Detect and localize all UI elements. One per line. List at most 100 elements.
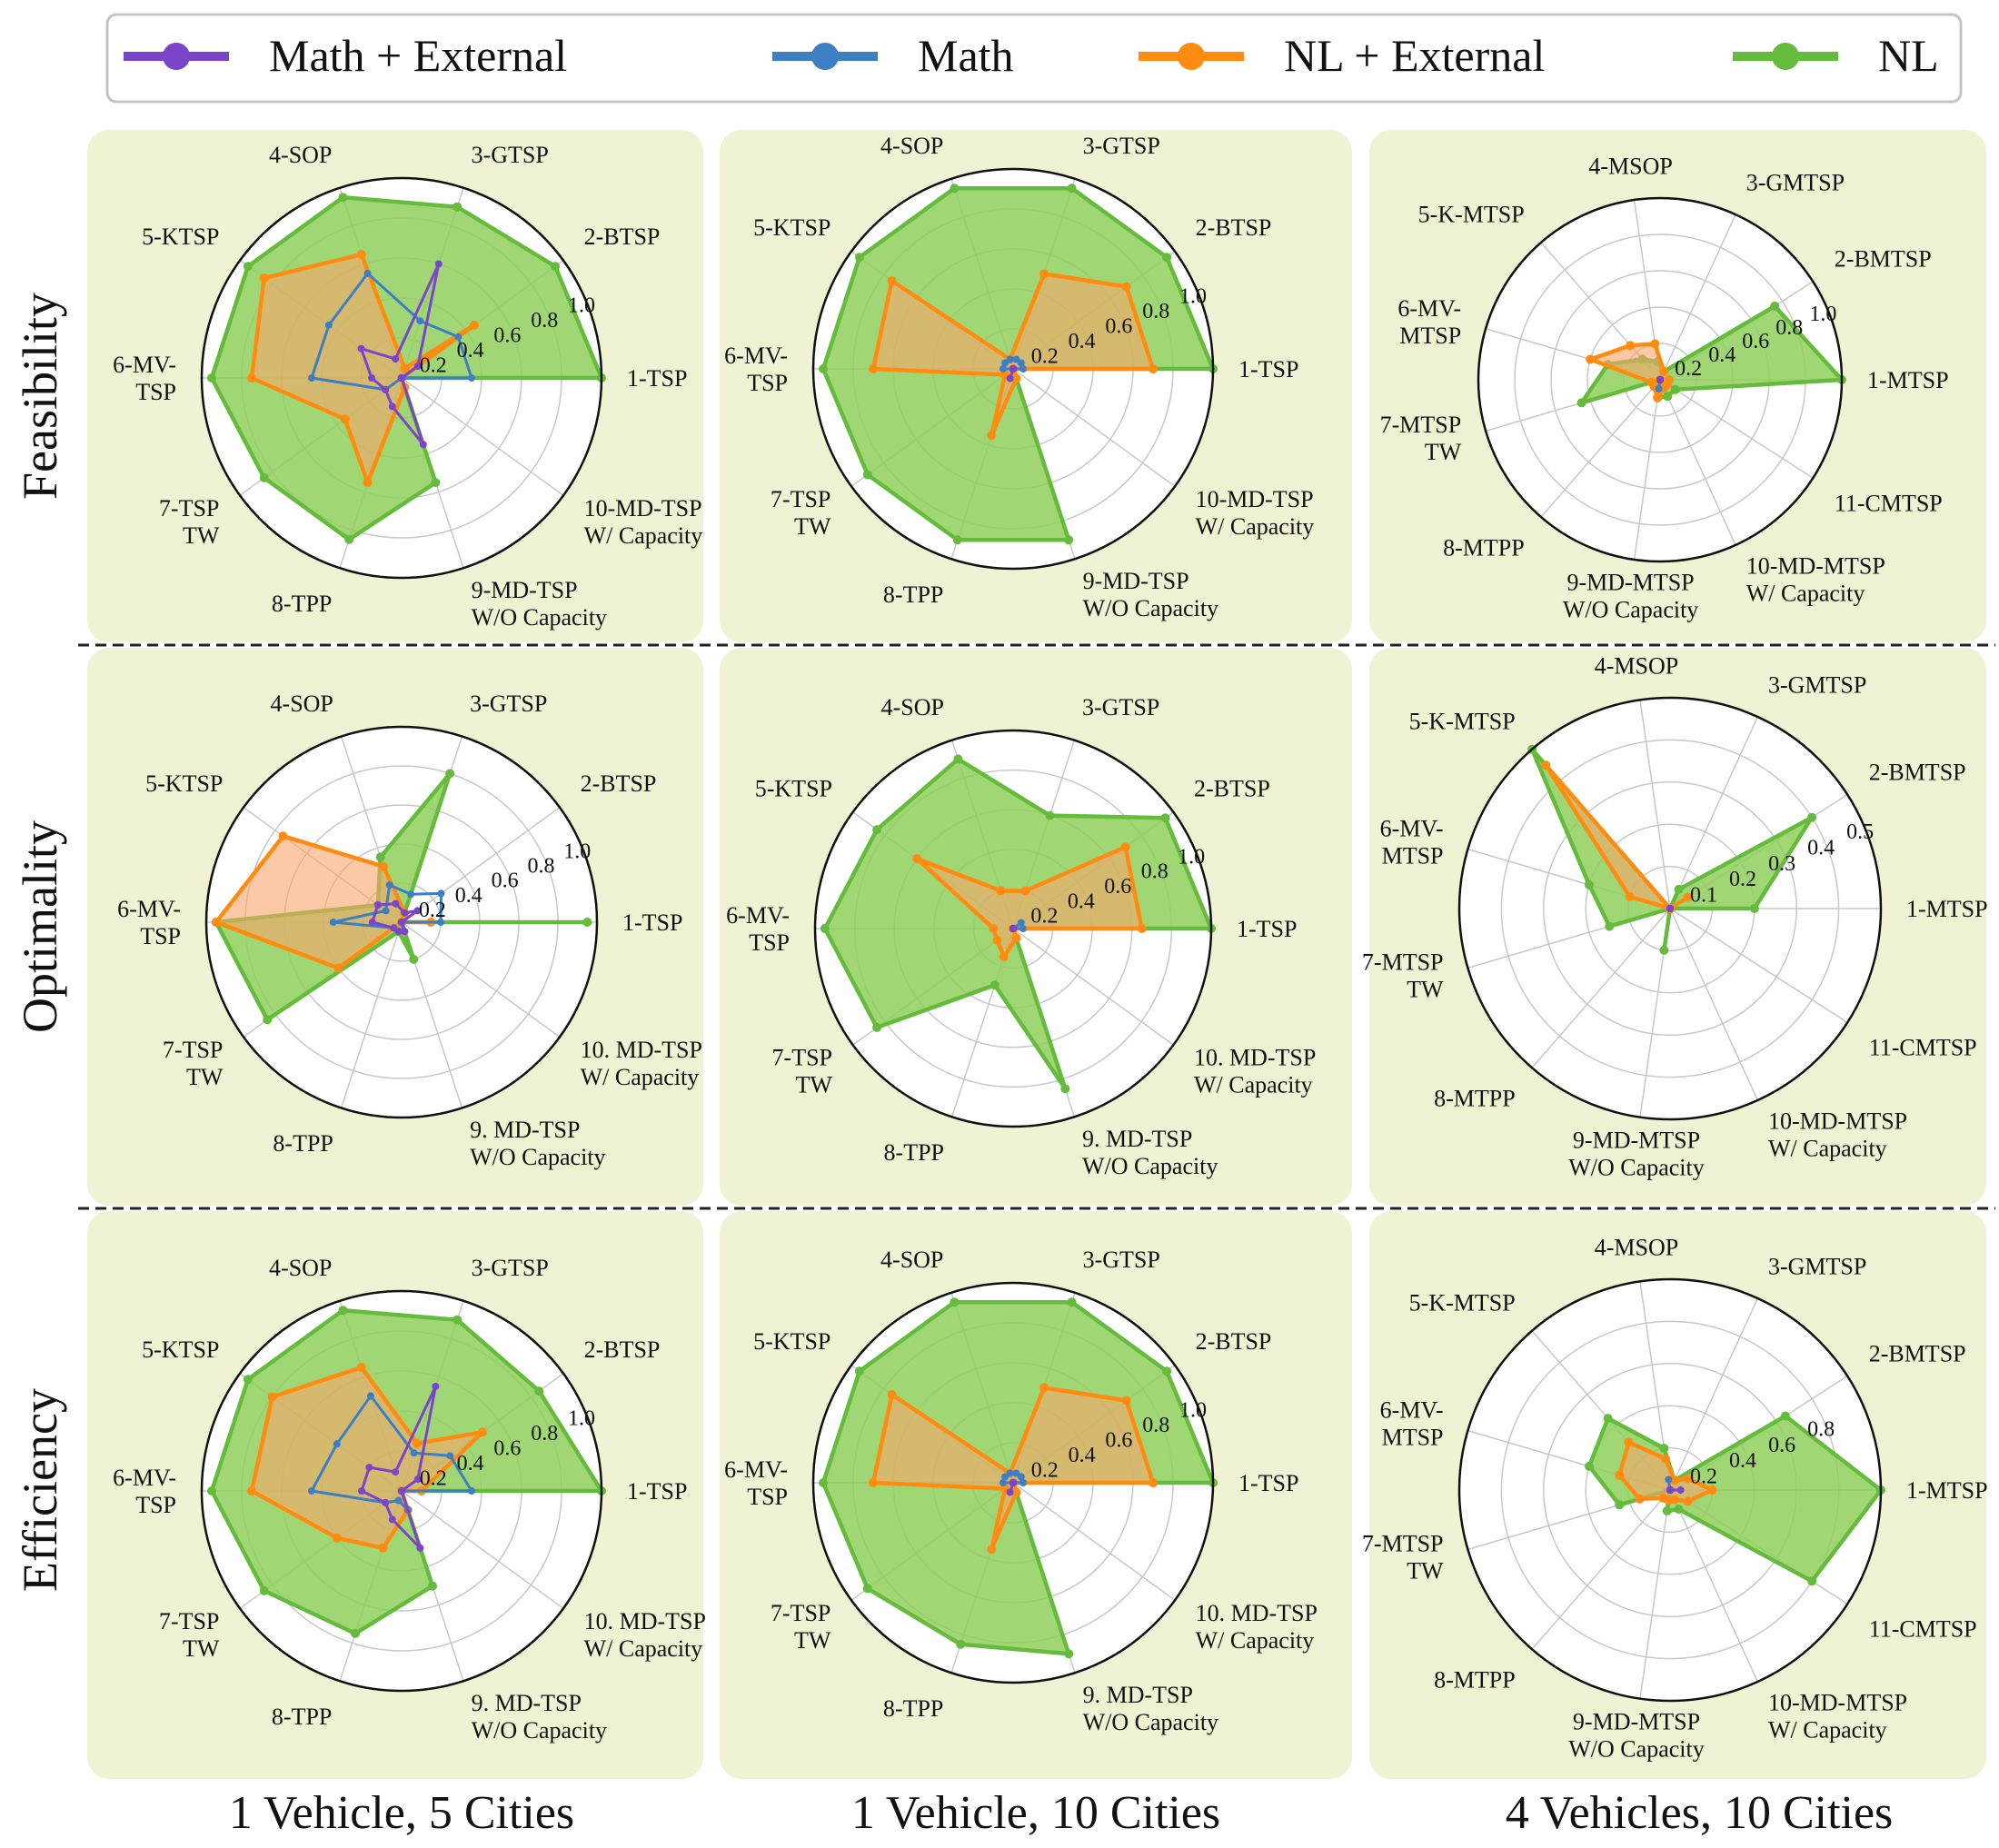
polar-frame	[1477, 196, 1844, 563]
axis-label-4-sop: 4-SOP	[269, 1255, 332, 1281]
data-point-nl	[1162, 1366, 1172, 1376]
data-point-nl	[950, 1297, 960, 1307]
legend-marker-math	[811, 43, 839, 70]
axis-label-4-sop: 4-SOP	[880, 133, 943, 159]
data-point-math	[367, 1392, 374, 1400]
data-point-math	[407, 890, 414, 899]
axis-label-4-sop: 4-SOP	[271, 691, 333, 717]
data-point-nl-external	[478, 1427, 487, 1437]
radial-tick-label: 0.2	[1690, 1465, 1717, 1489]
data-point-nl-external	[1707, 1485, 1717, 1495]
data-point-nl-external	[1661, 1454, 1670, 1464]
data-point-nl	[243, 1375, 253, 1385]
data-point-math	[1001, 359, 1009, 367]
data-point-math	[468, 1487, 475, 1495]
data-point-nl	[854, 1366, 864, 1376]
data-point-nl-external	[378, 1543, 388, 1553]
data-point-math	[333, 1440, 341, 1448]
series-area-nl-external	[252, 1367, 482, 1548]
axis-label-3-gmtsp: 3-GMTSP	[1768, 1254, 1866, 1280]
data-point-nl-external	[987, 1545, 997, 1555]
axis-label-4-msop: 4-MSOP	[1588, 153, 1672, 179]
radial-tick-label: 0.8	[531, 1422, 558, 1446]
data-point-math	[1006, 1469, 1014, 1477]
data-point-nl-external	[400, 363, 410, 373]
data-point-nl	[1605, 921, 1615, 931]
data-point-nl	[1780, 1411, 1790, 1421]
data-point-nl-external	[999, 952, 1009, 962]
data-point-nl	[1160, 813, 1170, 823]
data-point-math	[1012, 355, 1020, 363]
data-point-math	[394, 1496, 403, 1505]
column-label-1-vehicle-5-cities: 1 Vehicle, 5 Cities	[229, 1787, 574, 1839]
axis-label-7-tsp: 7-TSP TW	[771, 1600, 831, 1654]
axis-label-6-mv: 6-MV-MTSP	[1380, 1397, 1444, 1451]
data-point-nl-external	[869, 1478, 878, 1487]
polar-frame	[200, 1289, 603, 1693]
legend: Math + External Math NL + External NL	[105, 13, 1963, 104]
data-point-nl-external	[379, 861, 389, 871]
axis-label-5-ktsp: 5-KTSP	[142, 224, 219, 250]
polar-frame	[204, 725, 599, 1119]
data-point-nl	[1576, 398, 1586, 408]
row-label-feasibility: Feasibility	[13, 293, 67, 500]
data-point-math	[437, 889, 445, 898]
radar-charts: 0.20.40.60.81.01-TSP2-BTSP3-GTSP4-SOP5-K…	[113, 133, 1987, 1762]
data-point-nl	[351, 1628, 360, 1638]
grid-spoke	[1659, 214, 1736, 381]
axis-label-3-gtsp: 3-GTSP	[472, 1255, 549, 1281]
grid-spoke	[1659, 379, 1814, 479]
data-point-math	[1017, 1473, 1025, 1481]
series-math-external	[357, 260, 443, 449]
axis-label-7-mtsp: 7-MTSP TW	[1362, 1530, 1444, 1584]
axis-label-9-md-tsp: 9. MD-TSP W/O Capacity	[1083, 1682, 1218, 1735]
axis-label-10-md-tsp: 10-MD-TSP W/ Capacity	[584, 495, 703, 549]
polar-frame	[813, 729, 1213, 1128]
series-math-external	[1666, 905, 1674, 912]
data-point-nl-external	[332, 1533, 342, 1543]
axis-label-8-tpp: 8-TPP	[884, 1139, 944, 1166]
data-point-nl	[872, 825, 882, 835]
radial-tick-label: 1.0	[1179, 285, 1207, 309]
radial-tick-label: 0.3	[1768, 852, 1795, 876]
axis-label-9-md-mtsp: 9-MD-MTSP W/O Capacity	[1568, 1708, 1704, 1762]
axis-label-5-ktsp: 5-KTSP	[145, 770, 223, 797]
column-label-4-vehicles-10-cities: 4 Vehicles, 10 Cities	[1506, 1787, 1894, 1839]
radial-tick-label: 0.4	[1807, 837, 1835, 860]
axis-label-4-sop: 4-SOP	[881, 694, 944, 720]
axis-label-2-btsp: 2-BTSP	[1196, 214, 1272, 241]
data-point-math-external	[392, 1468, 400, 1476]
data-point-math	[1001, 1473, 1009, 1481]
data-point-nl-external	[1635, 1494, 1645, 1504]
data-point-math-external	[416, 1544, 424, 1552]
axis-label-1-tsp: 1-TSP	[1238, 1470, 1298, 1496]
axis-label-2-bmtsp: 2-BMTSP	[1869, 759, 1966, 785]
radial-tick-label: 0.2	[1675, 357, 1702, 381]
radial-tick-label: 0.4	[1069, 1444, 1096, 1467]
legend-label-math-external: Math + External	[269, 30, 567, 81]
data-point-math-external	[382, 1498, 390, 1506]
grid-spoke	[1012, 1482, 1176, 1601]
axis-label-2-bmtsp: 2-BMTSP	[1835, 246, 1932, 273]
data-point-nl-external	[211, 918, 221, 927]
data-point-math-external	[432, 1382, 440, 1390]
series-nl-external	[869, 1383, 1158, 1555]
grid-spoke	[1531, 1489, 1671, 1650]
axis-label-7-mtsp: 7-MTSP TW	[1380, 412, 1462, 465]
series-math-external	[1656, 376, 1664, 383]
data-point-nl	[1770, 301, 1780, 311]
axis-label-4-sop: 4-SOP	[269, 142, 332, 168]
radial-tick-label: 0.1	[1690, 884, 1717, 908]
data-point-nl-external	[333, 963, 343, 973]
data-point-math	[1655, 384, 1663, 392]
series-nl-external	[869, 269, 1158, 441]
radial-tick-label: 0.2	[420, 1467, 447, 1491]
column-labels: 1 Vehicle, 5 Cities 1 Vehicle, 10 Cities 4…	[229, 1787, 1893, 1839]
data-point-nl	[1807, 812, 1817, 822]
data-point-nl	[1674, 1505, 1684, 1515]
row-dividers	[78, 643, 1995, 1210]
data-point-nl	[1603, 1414, 1613, 1424]
axis-label-2-btsp: 2-BTSP	[1194, 775, 1270, 801]
data-point-nl-external	[1011, 933, 1021, 943]
data-point-nl	[551, 262, 561, 272]
